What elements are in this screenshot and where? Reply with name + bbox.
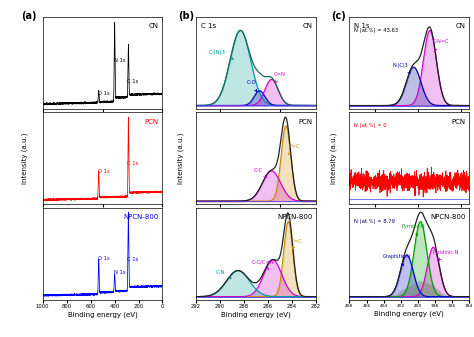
Text: N 1s: N 1s bbox=[354, 23, 370, 29]
Text: NPCN-800: NPCN-800 bbox=[430, 214, 465, 220]
Text: C=C: C=C bbox=[289, 144, 300, 154]
Text: (c): (c) bbox=[331, 11, 346, 21]
Text: C-C/C=N: C-C/C=N bbox=[252, 260, 274, 270]
Text: CN: CN bbox=[456, 23, 465, 29]
Text: NPCN-800: NPCN-800 bbox=[277, 214, 312, 220]
Text: (a): (a) bbox=[21, 11, 36, 21]
Text: C-O: C-O bbox=[246, 80, 257, 92]
Text: C-C: C-C bbox=[254, 168, 267, 178]
Text: NPCN-800: NPCN-800 bbox=[124, 214, 159, 220]
Text: Graphitic-N: Graphitic-N bbox=[383, 254, 410, 266]
Text: C 1s: C 1s bbox=[127, 257, 138, 262]
Text: PCN: PCN bbox=[145, 119, 159, 125]
Text: PCN: PCN bbox=[298, 119, 312, 125]
Text: O 1s: O 1s bbox=[98, 255, 109, 261]
Y-axis label: Intensity (a.u.): Intensity (a.u.) bbox=[22, 133, 28, 184]
Text: N (at.%) = 0: N (at.%) = 0 bbox=[354, 123, 387, 128]
Text: CN: CN bbox=[302, 23, 312, 29]
X-axis label: Binding energy (eV): Binding energy (eV) bbox=[221, 312, 291, 318]
Text: C-N=C: C-N=C bbox=[433, 39, 449, 51]
Text: O 1s: O 1s bbox=[98, 168, 109, 174]
Text: CN: CN bbox=[149, 23, 159, 29]
Text: Pyrrolic-N: Pyrrolic-N bbox=[402, 224, 426, 236]
Text: C-(N)3: C-(N)3 bbox=[209, 50, 233, 59]
Text: C-N: C-N bbox=[215, 270, 231, 278]
Text: (b): (b) bbox=[178, 11, 194, 21]
Y-axis label: Intensity (a.u.): Intensity (a.u.) bbox=[178, 133, 184, 184]
Text: N (at.%) = 43.63: N (at.%) = 43.63 bbox=[354, 28, 398, 33]
Text: C 1s: C 1s bbox=[127, 161, 138, 166]
Text: O 1s: O 1s bbox=[98, 91, 109, 96]
Text: N-(C)3: N-(C)3 bbox=[393, 63, 410, 73]
Text: PCN: PCN bbox=[452, 119, 465, 125]
Text: C=N: C=N bbox=[274, 72, 286, 83]
X-axis label: Binding energy (eV): Binding energy (eV) bbox=[374, 311, 444, 317]
Text: C 1s: C 1s bbox=[201, 23, 216, 29]
Y-axis label: Intensity (a.u.): Intensity (a.u.) bbox=[331, 133, 337, 184]
Text: Pyridinic-N: Pyridinic-N bbox=[432, 250, 458, 261]
Text: N 1s: N 1s bbox=[114, 58, 126, 63]
Text: N 1s: N 1s bbox=[114, 270, 126, 275]
Text: C=C: C=C bbox=[291, 239, 302, 249]
Text: C 1s: C 1s bbox=[127, 79, 138, 84]
Text: N (at.%) = 8.79: N (at.%) = 8.79 bbox=[354, 219, 395, 224]
X-axis label: Binding energy (eV): Binding energy (eV) bbox=[68, 312, 137, 318]
